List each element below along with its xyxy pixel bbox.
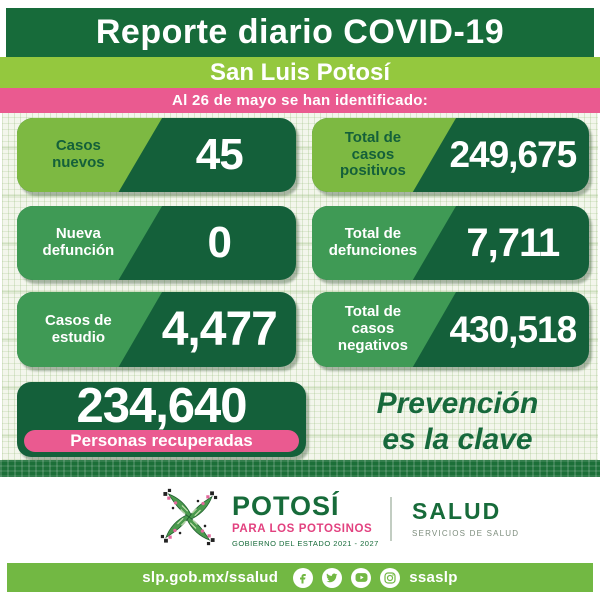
- salud-logo-subline: SERVICIOS DE SALUD: [412, 529, 520, 538]
- stat-label: Casos de estudio: [45, 311, 112, 346]
- date-banner: Al 26 de mayo se han identificado:: [171, 92, 429, 109]
- gov-logo: POTOSÍ PARA LOS POTOSINOS GOBIERNO DEL E…: [232, 491, 379, 549]
- header-band: Reporte diario COVID-19: [6, 8, 594, 57]
- instagram-icon[interactable]: [380, 567, 401, 588]
- recovered-value: 234,640: [76, 379, 247, 433]
- stat-card-total-negativos: Total de casos negativos 430,518: [312, 292, 589, 367]
- social-handle[interactable]: ssaslp: [409, 569, 458, 586]
- stat-value: 430,518: [449, 308, 577, 350]
- twitter-icon[interactable]: [322, 567, 343, 588]
- stat-card-casos-nuevos: Casos nuevos 45: [17, 118, 296, 192]
- page-title: Reporte diario COVID-19: [95, 13, 505, 51]
- rosette-emblem-icon: [156, 485, 222, 554]
- recovered-label-pill: Personas recuperadas: [24, 430, 299, 452]
- gov-logo-name: POTOSÍ: [232, 491, 340, 521]
- date-banner-band: Al 26 de mayo se han identificado:: [0, 88, 600, 113]
- youtube-icon[interactable]: [351, 567, 372, 588]
- stat-value: 7,711: [466, 220, 560, 265]
- stat-label: Total de casos positivos: [340, 128, 406, 180]
- bottom-bar: slp.gob.mx/ssalud ssaslp: [7, 563, 593, 592]
- gov-logo-subline: GOBIERNO DEL ESTADO 2021 - 2027: [232, 539, 379, 548]
- stat-value: 4,477: [161, 303, 278, 356]
- stat-label: Total de casos negativos: [337, 303, 408, 354]
- stat-label: Nueva defunción: [42, 225, 115, 259]
- recovered-card: 234,640 Personas recuperadas: [17, 379, 306, 457]
- stat-card-total-defunciones: Total de defunciones 7,711: [312, 206, 589, 280]
- stat-card-casos-estudio: Casos de estudio 4,477: [17, 292, 296, 367]
- stat-value: 45: [195, 130, 244, 179]
- page-subtitle: San Luis Potosí: [209, 58, 391, 86]
- decorative-strip: [0, 460, 600, 477]
- subtitle-band: San Luis Potosí: [0, 57, 600, 88]
- stat-label: Casos nuevos: [52, 137, 105, 171]
- salud-logo-name: SALUD: [412, 498, 502, 524]
- stat-value: 0: [207, 218, 232, 267]
- stat-card-nueva-defuncion: Nueva defunción 0: [17, 206, 296, 280]
- logo-divider: [390, 497, 392, 541]
- salud-logo: SALUD SERVICIOS DE SALUD: [412, 498, 520, 539]
- stat-value: 249,675: [449, 134, 577, 175]
- slogan-text: Prevención es la clave: [376, 387, 539, 456]
- stat-label: Total de defunciones: [328, 225, 418, 259]
- gov-logo-tagline: PARA LOS POTOSINOS: [232, 523, 373, 535]
- stat-card-total-positivos: Total de casos positivos 249,675: [312, 118, 589, 192]
- website-link[interactable]: slp.gob.mx/ssalud: [142, 569, 279, 586]
- facebook-icon[interactable]: [293, 567, 314, 588]
